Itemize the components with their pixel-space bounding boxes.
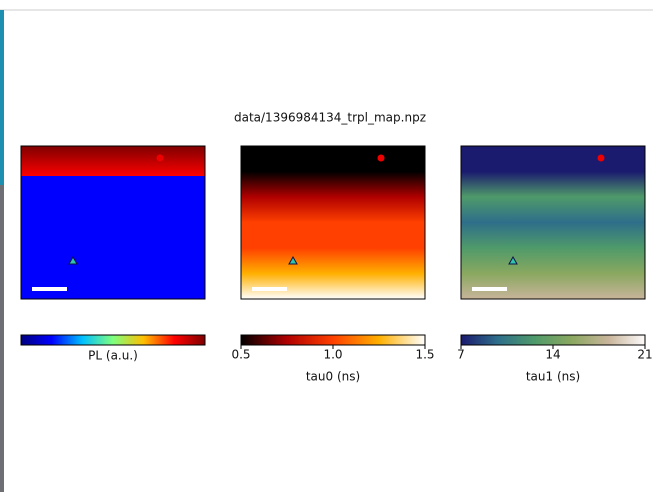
marker-point	[156, 154, 164, 162]
colorbar	[460, 334, 646, 346]
colorbar-tick-label: 1.5	[415, 348, 434, 362]
marker-triangle	[288, 255, 298, 265]
colorbar	[240, 334, 426, 346]
scale-bar	[252, 287, 287, 291]
side-bar	[0, 185, 4, 492]
colorbar-label: tau0 (ns)	[306, 370, 360, 384]
side-accent	[0, 10, 4, 185]
marker-point	[597, 154, 605, 162]
colorbar-tick-label: 0.5	[231, 348, 250, 362]
heatmap-frame	[20, 145, 206, 300]
heatmap-image	[241, 146, 425, 299]
scale-bar	[32, 287, 67, 291]
colorbar-tick-label: 7	[457, 348, 465, 362]
figure-title: data/1396984134_trpl_map.npz	[234, 111, 426, 125]
scale-bar	[472, 287, 507, 291]
colorbar-tick-label: 1.0	[323, 348, 342, 362]
marker-triangle	[508, 255, 518, 265]
marker-point	[377, 154, 385, 162]
heatmap-frame	[240, 145, 426, 300]
heatmap-frame	[460, 145, 646, 300]
colorbar-label: tau1 (ns)	[526, 370, 580, 384]
colorbar-tick-label: 14	[545, 348, 560, 362]
marker-triangle	[68, 255, 78, 265]
colorbar-label: PL (a.u.)	[88, 349, 138, 363]
colorbar-tick-label: 21	[637, 348, 652, 362]
colorbar	[20, 334, 206, 346]
heatmap-body	[21, 176, 205, 299]
heatmap-image	[461, 146, 645, 299]
